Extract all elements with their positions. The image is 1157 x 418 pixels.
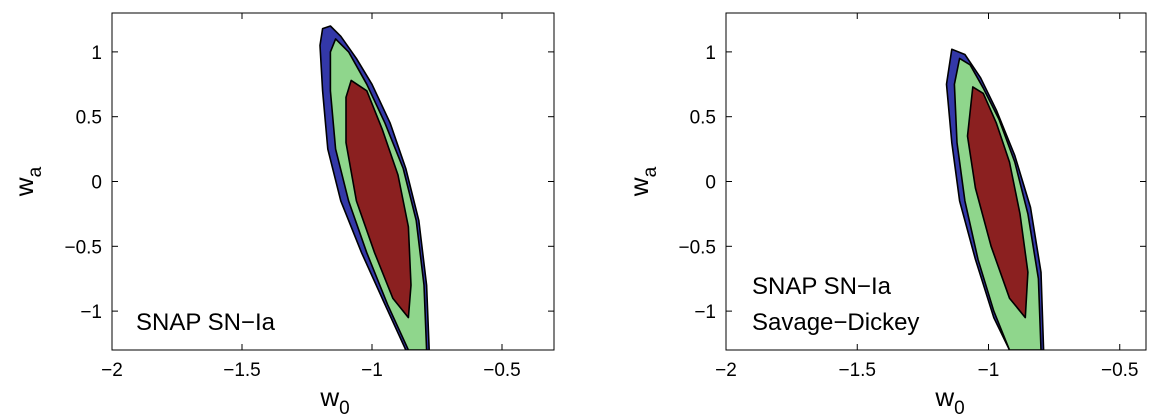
x-tick-label: −1 (361, 360, 383, 381)
contour-inner (966, 86, 1029, 319)
x-tick-label: −0.5 (1101, 360, 1139, 381)
y-axis-label: wa (624, 166, 661, 197)
annotation-label: SNAP SN−Ia (136, 309, 276, 336)
plot-area (726, 13, 1146, 350)
chart-panel-left: −2 −1.5 −1 −0.5 −1 −0.5 0 0.5 1 w0 wa SNAP SN−Ia (9, 12, 555, 418)
y-tick-label: −0.5 (678, 237, 716, 258)
y-tick-label: −1 (694, 302, 716, 323)
y-tick-label: 0.5 (76, 108, 102, 129)
chart-panel-right: −2 −1.5 −1 −0.5 −1 −0.5 0 0.5 1 w0 wa SNAP SN−Ia Sav… (624, 12, 1147, 418)
contour-inner (345, 79, 412, 319)
x-tick-label: −1 (978, 360, 1000, 381)
y-tick-label: −0.5 (64, 237, 102, 258)
y-tick-label: 0 (705, 173, 716, 194)
x-axis-label: w0 (319, 382, 349, 418)
x-axis-label: w0 (934, 382, 964, 418)
x-tick-label: −1.5 (223, 360, 261, 381)
x-tick-label: −0.5 (483, 360, 521, 381)
y-tick-label: 1 (705, 43, 716, 64)
x-tick-label: −2 (101, 360, 123, 381)
y-tick-label: −1 (80, 302, 102, 323)
annotation-label: Savage−Dickey (752, 309, 919, 336)
y-tick-label: 0.5 (690, 108, 716, 129)
annotation-label: SNAP SN−Ia (752, 273, 892, 300)
x-tick-label: −1.5 (838, 360, 876, 381)
y-tick-label: 1 (91, 43, 102, 64)
y-axis-label: wa (9, 166, 46, 197)
y-tick-label: 0 (91, 173, 102, 194)
x-tick-label: −2 (715, 360, 737, 381)
